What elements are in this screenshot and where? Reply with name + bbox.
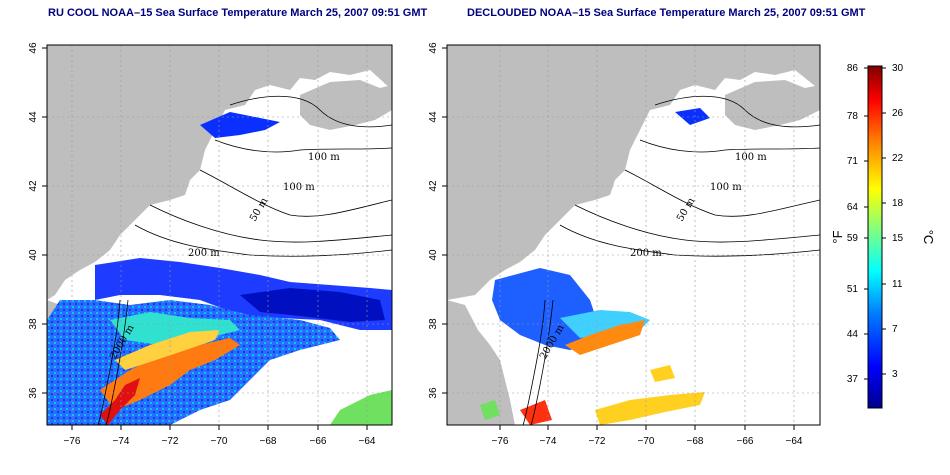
graticule	[447, 45, 820, 425]
bathymetry-contours	[522, 95, 820, 425]
temperature-colorbar: 86 78 71 64 59 51 44 37 30 26 22 18 15 1…	[830, 63, 936, 409]
fahrenheit-tick: 59	[847, 233, 859, 244]
lon-tick: −74	[540, 436, 557, 447]
fahrenheit-tick: 64	[847, 202, 859, 213]
right-latitude-axis: 46 44 42 40 38 36	[428, 42, 447, 399]
graticule	[47, 45, 392, 425]
right-longitude-axis: −76 −74 −72 −70 −68 −66 −64	[492, 425, 803, 447]
lon-tick: −66	[310, 436, 327, 447]
celsius-tick: 22	[892, 153, 904, 164]
celsius-label: °C	[921, 230, 936, 245]
lon-tick: −68	[260, 436, 277, 447]
fahrenheit-tick: 44	[847, 329, 859, 340]
lon-tick: −70	[211, 436, 228, 447]
fahrenheit-tick: 71	[847, 156, 859, 167]
lon-tick: −76	[492, 436, 509, 447]
fahrenheit-label: °F	[830, 230, 845, 243]
contour-label-200m: 200 m	[630, 248, 662, 259]
contour-label-100m-b: 100 m	[710, 182, 742, 193]
coastline-land	[47, 45, 392, 300]
lat-tick: 46	[28, 42, 39, 54]
right-sst-map: 100 m 100 m 50 m 200 m 2000 m	[428, 42, 821, 447]
lat-tick: 38	[428, 318, 439, 330]
lon-tick: −74	[113, 436, 130, 447]
right-map-frame	[446, 44, 821, 426]
celsius-tick: 18	[892, 198, 904, 209]
contour-label-200m: 200 m	[188, 248, 220, 259]
left-longitude-axis: −76 −74 −72 −70 −68 −66 −64	[64, 425, 376, 447]
sst-orange	[565, 320, 645, 355]
lon-tick: −72	[589, 436, 606, 447]
left-sst-map: 100 m 100 m 50 m 200 m 2000 m	[28, 42, 393, 447]
lon-tick: −64	[359, 436, 376, 447]
celsius-tick: 30	[892, 63, 904, 74]
celsius-tick: 7	[892, 324, 898, 335]
fahrenheit-tick: 37	[847, 374, 859, 385]
lat-tick: 44	[28, 111, 39, 123]
nova-scotia-land	[300, 80, 392, 130]
lon-tick: −70	[638, 436, 655, 447]
contour-label-100m-a: 100 m	[308, 152, 340, 163]
sst-se-green	[330, 390, 392, 425]
lat-tick: 36	[28, 387, 39, 399]
sst-small-green	[480, 400, 500, 420]
delmarva-land	[447, 300, 515, 425]
lat-tick: 40	[428, 249, 439, 261]
contour-label-100m-a: 100 m	[735, 152, 767, 163]
left-latitude-axis: 46 44 42 40 38 36	[28, 42, 47, 399]
fahrenheit-tick: 51	[847, 284, 859, 295]
lon-tick: −68	[687, 436, 704, 447]
lon-tick: −66	[737, 436, 754, 447]
fahrenheit-tick: 86	[847, 63, 859, 74]
lon-tick: −76	[64, 436, 81, 447]
sst-red-core	[100, 378, 140, 425]
colorbar-gradient	[867, 65, 883, 409]
celsius-tick: 26	[892, 108, 904, 119]
left-map-title: RU COOL NOAA–15 Sea Surface Temperature …	[48, 7, 428, 19]
lat-tick: 44	[428, 111, 439, 123]
sst-south-red	[520, 400, 552, 425]
coastline-land	[447, 45, 820, 300]
sst-mid-yellow	[650, 365, 675, 382]
lat-tick: 40	[28, 249, 39, 261]
sst-gulf-maine-blue	[200, 112, 280, 138]
lat-tick: 36	[428, 387, 439, 399]
lon-tick: −72	[162, 436, 179, 447]
contour-label-100m-b: 100 m	[283, 182, 315, 193]
sst-dark-blue	[240, 288, 385, 322]
lat-tick: 42	[428, 180, 439, 192]
nova-scotia-land	[725, 80, 820, 130]
right-map-title: DECLOUDED NOAA–15 Sea Surface Temperatur…	[467, 7, 866, 19]
sst-se-yellow	[595, 392, 705, 425]
lat-tick: 38	[28, 318, 39, 330]
celsius-tick: 11	[892, 279, 903, 290]
lat-tick: 42	[28, 180, 39, 192]
lat-tick: 46	[428, 42, 439, 54]
celsius-tick: 3	[892, 369, 898, 380]
celsius-tick: 15	[892, 233, 904, 244]
lon-tick: −64	[786, 436, 803, 447]
sst-yellow	[115, 330, 220, 370]
sst-gulf-maine-blue	[675, 108, 710, 125]
fahrenheit-tick: 78	[847, 111, 859, 122]
